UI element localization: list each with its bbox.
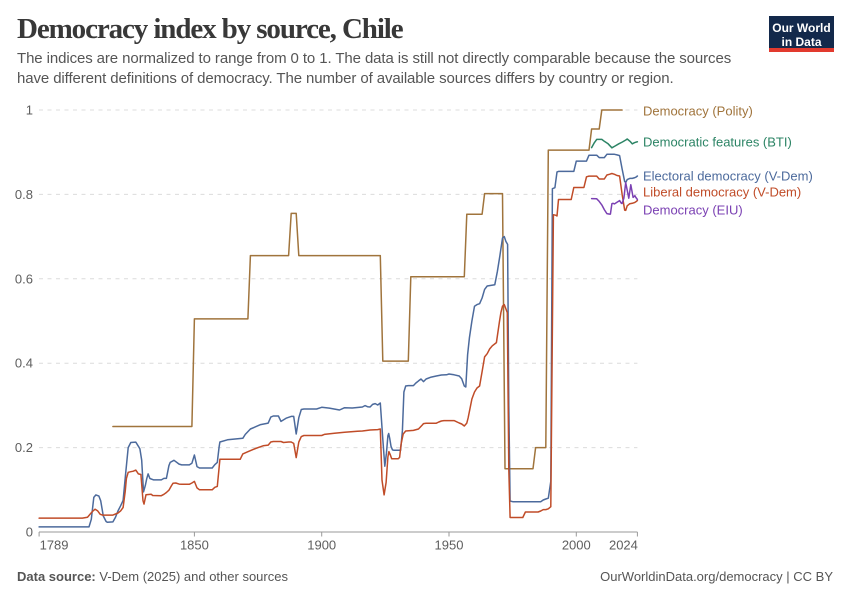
svg-text:0.8: 0.8 [15,187,33,202]
svg-text:1950: 1950 [435,538,464,553]
svg-text:0.6: 0.6 [15,271,33,286]
svg-text:2024: 2024 [609,538,638,553]
svg-text:Democracy (EIU): Democracy (EIU) [643,203,743,218]
svg-text:Democracy (Polity): Democracy (Polity) [643,104,753,119]
svg-text:0: 0 [26,525,33,540]
svg-text:2000: 2000 [562,538,591,553]
svg-text:Electoral democracy (V-Dem): Electoral democracy (V-Dem) [643,169,813,184]
svg-text:1850: 1850 [180,538,209,553]
svg-text:0.2: 0.2 [15,440,33,455]
svg-text:Democratic features (BTI): Democratic features (BTI) [643,135,792,150]
svg-text:1900: 1900 [307,538,336,553]
svg-text:1: 1 [26,103,33,118]
svg-text:Liberal democracy (V-Dem): Liberal democracy (V-Dem) [643,185,801,200]
svg-text:1789: 1789 [40,538,69,553]
svg-text:0.4: 0.4 [15,356,33,371]
